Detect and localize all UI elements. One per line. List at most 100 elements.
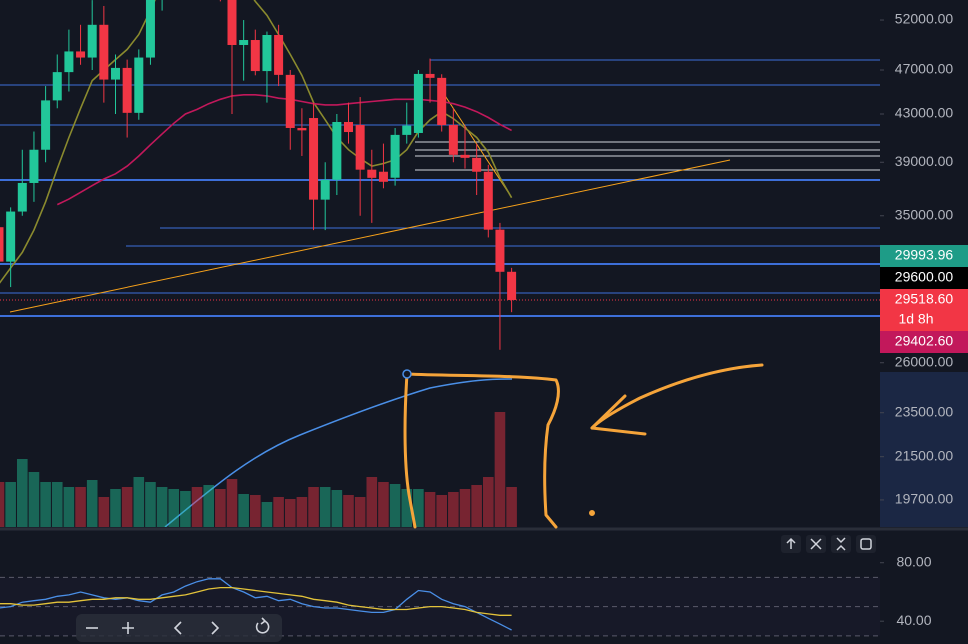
- candle-body: [413, 73, 423, 133]
- zoom-toolbar: [76, 614, 282, 642]
- candle-body: [297, 127, 307, 131]
- candle-body: [437, 77, 447, 126]
- candle-body: [87, 24, 97, 58]
- pane-buttons: [781, 535, 876, 553]
- candle-body: [64, 51, 74, 73]
- rsi-line: [0, 586, 512, 616]
- close-icon: [810, 538, 822, 550]
- volume-bar: [168, 489, 180, 527]
- move-up-icon: [786, 537, 796, 549]
- volume-bar: [156, 487, 168, 527]
- candle-body: [122, 67, 132, 113]
- y-tick-label: 19700.00: [895, 491, 954, 507]
- candle-body: [425, 73, 435, 78]
- candle-body: [227, 0, 237, 45]
- volume-bar: [319, 487, 331, 527]
- anchor-point[interactable]: [402, 369, 412, 379]
- candle-body: [0, 227, 4, 262]
- price-tag-bg: [880, 245, 968, 267]
- volume-bar: [121, 487, 133, 527]
- candle-body: [250, 40, 260, 72]
- volume-bar: [448, 492, 459, 527]
- volume-bar: [284, 499, 296, 527]
- volume-bar: [331, 490, 343, 527]
- volume-bar: [506, 487, 517, 527]
- candle-body: [6, 211, 16, 262]
- volume-bar: [459, 489, 471, 527]
- price-tag-label: 29402.60: [895, 333, 954, 349]
- candle-body: [402, 125, 412, 135]
- candle-body: [355, 125, 365, 170]
- candle-body: [507, 271, 517, 300]
- volume-bar: [238, 494, 249, 527]
- zoom-in-button[interactable]: [122, 622, 134, 634]
- volume-bar: [203, 485, 214, 527]
- volume-bar: [436, 495, 447, 527]
- y-tick-label: 43000.00: [895, 105, 954, 121]
- moving-average: [56, 94, 512, 206]
- price-axis: 52000.00 47000.00 43000.00 39000.00 35000.00…: [880, 11, 968, 628]
- price-tag-label: 29600.00: [895, 269, 954, 285]
- dot: [589, 510, 595, 516]
- candle-body: [495, 229, 505, 272]
- volume-bar: [366, 477, 378, 527]
- volume-bar: [40, 482, 51, 527]
- scroll-left-button[interactable]: [173, 621, 182, 635]
- axis-highlight: [880, 372, 968, 527]
- candle-body: [378, 171, 388, 182]
- candle-body: [262, 34, 272, 72]
- candle-body: [99, 24, 109, 80]
- volume-bar: [354, 497, 366, 527]
- candle-body: [239, 40, 249, 45]
- price-tag-bg: [880, 331, 968, 353]
- maximize-button[interactable]: [856, 535, 876, 553]
- volume-bar: [215, 489, 226, 527]
- trend-line: [9, 159, 731, 313]
- y-tick-label: 47000.00: [895, 61, 954, 77]
- bracket: [403, 372, 417, 529]
- volume-bar: [5, 482, 16, 527]
- price-tag-bg: [880, 267, 968, 289]
- volume-bar: [424, 492, 436, 527]
- moving-average: [0, 0, 513, 284]
- price-tag-label: 29993.96: [895, 247, 954, 263]
- y-tick-label: 39000.00: [895, 153, 954, 169]
- collapse-icon: [836, 537, 846, 551]
- y-tick-label: 26000.00: [895, 353, 954, 369]
- rsi-line: [0, 578, 512, 631]
- y-tick-label: 52000.00: [895, 11, 954, 27]
- candles: [0, 0, 880, 527]
- volume-bar: [226, 479, 238, 527]
- candle-body: [17, 182, 27, 212]
- volume-bar: [133, 477, 145, 527]
- volume-bar: [389, 484, 401, 527]
- candle-body: [111, 67, 120, 80]
- volume-bar: [296, 497, 308, 527]
- candle-body: [344, 121, 353, 133]
- volume-bar: [191, 487, 203, 527]
- toolbar: [76, 614, 282, 642]
- volume-bar: [413, 489, 424, 527]
- candle-body: [390, 134, 400, 178]
- collapse-button[interactable]: [831, 535, 851, 553]
- volume-bar: [17, 459, 28, 527]
- candle-body: [134, 57, 144, 113]
- volume-bar: [110, 489, 121, 527]
- candle-body: [52, 72, 62, 101]
- candle-body: [274, 34, 284, 75]
- arrow-head: [590, 394, 647, 436]
- candle-body: [145, 0, 155, 58]
- reset-button[interactable]: [255, 617, 270, 634]
- volume-bar: [28, 472, 40, 527]
- candle-body: [460, 154, 470, 158]
- arrow: [590, 363, 764, 430]
- volume-bar: [250, 495, 261, 527]
- hand-drawing: [403, 363, 764, 529]
- candle-body: [320, 179, 330, 200]
- volume-bar: [471, 485, 482, 527]
- volume-bar: [494, 412, 506, 527]
- scroll-right-button[interactable]: [211, 621, 220, 635]
- candle-body: [285, 74, 295, 128]
- candle-body: [76, 51, 86, 58]
- rsi-tick-label: 80.00: [896, 553, 931, 569]
